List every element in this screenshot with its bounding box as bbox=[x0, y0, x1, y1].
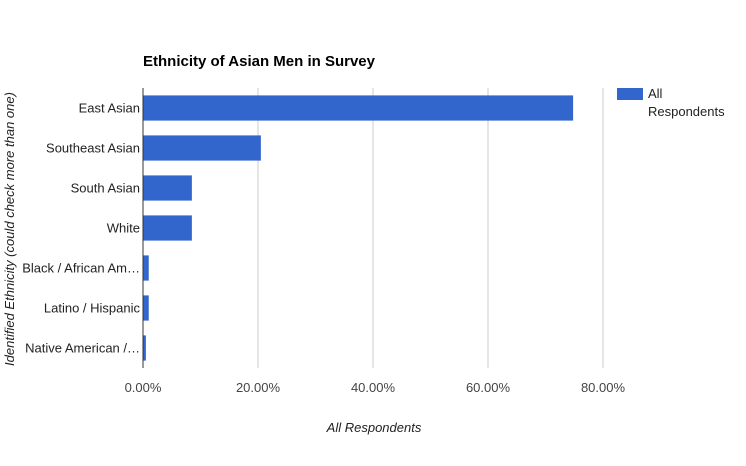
bar[interactable] bbox=[143, 295, 149, 321]
bar[interactable] bbox=[143, 255, 149, 281]
legend-label-line-1: All bbox=[648, 86, 663, 101]
gridlines bbox=[257, 88, 604, 368]
bar[interactable] bbox=[143, 95, 574, 121]
legend-label-line-2: Respondents bbox=[648, 104, 725, 119]
bar[interactable] bbox=[143, 215, 192, 241]
bars bbox=[143, 95, 574, 361]
chart-title: Ethnicity of Asian Men in Survey bbox=[143, 53, 376, 70]
category-label: South Asian bbox=[71, 181, 140, 196]
category-labels: East Asian Southeast Asian South Asian Whit… bbox=[22, 101, 140, 356]
bar[interactable] bbox=[143, 135, 261, 161]
bar[interactable] bbox=[143, 335, 146, 361]
x-tick-label: 20.00% bbox=[236, 380, 281, 395]
legend-swatch bbox=[617, 88, 643, 100]
x-tick-label: 80.00% bbox=[581, 380, 626, 395]
x-tick-label: 60.00% bbox=[466, 380, 511, 395]
x-tick-label: 40.00% bbox=[351, 380, 396, 395]
category-label: Native American /… bbox=[25, 341, 140, 356]
x-tick-labels: 0.00% 20.00% 40.00% 60.00% 80.00% bbox=[125, 380, 626, 395]
x-axis-label: All Respondents bbox=[326, 420, 422, 435]
category-label: Southeast Asian bbox=[46, 141, 140, 156]
y-axis-label: Identified Ethnicity (could check more t… bbox=[2, 92, 17, 366]
category-label: Latino / Hispanic bbox=[44, 301, 141, 316]
category-label: East Asian bbox=[79, 101, 140, 116]
category-label: White bbox=[107, 221, 140, 236]
category-label: Black / African Am… bbox=[22, 261, 140, 276]
x-tick-label: 0.00% bbox=[125, 380, 162, 395]
legend[interactable]: All Respondents bbox=[617, 86, 725, 119]
bar[interactable] bbox=[143, 175, 192, 201]
legend-label: All Respondents bbox=[648, 86, 725, 119]
